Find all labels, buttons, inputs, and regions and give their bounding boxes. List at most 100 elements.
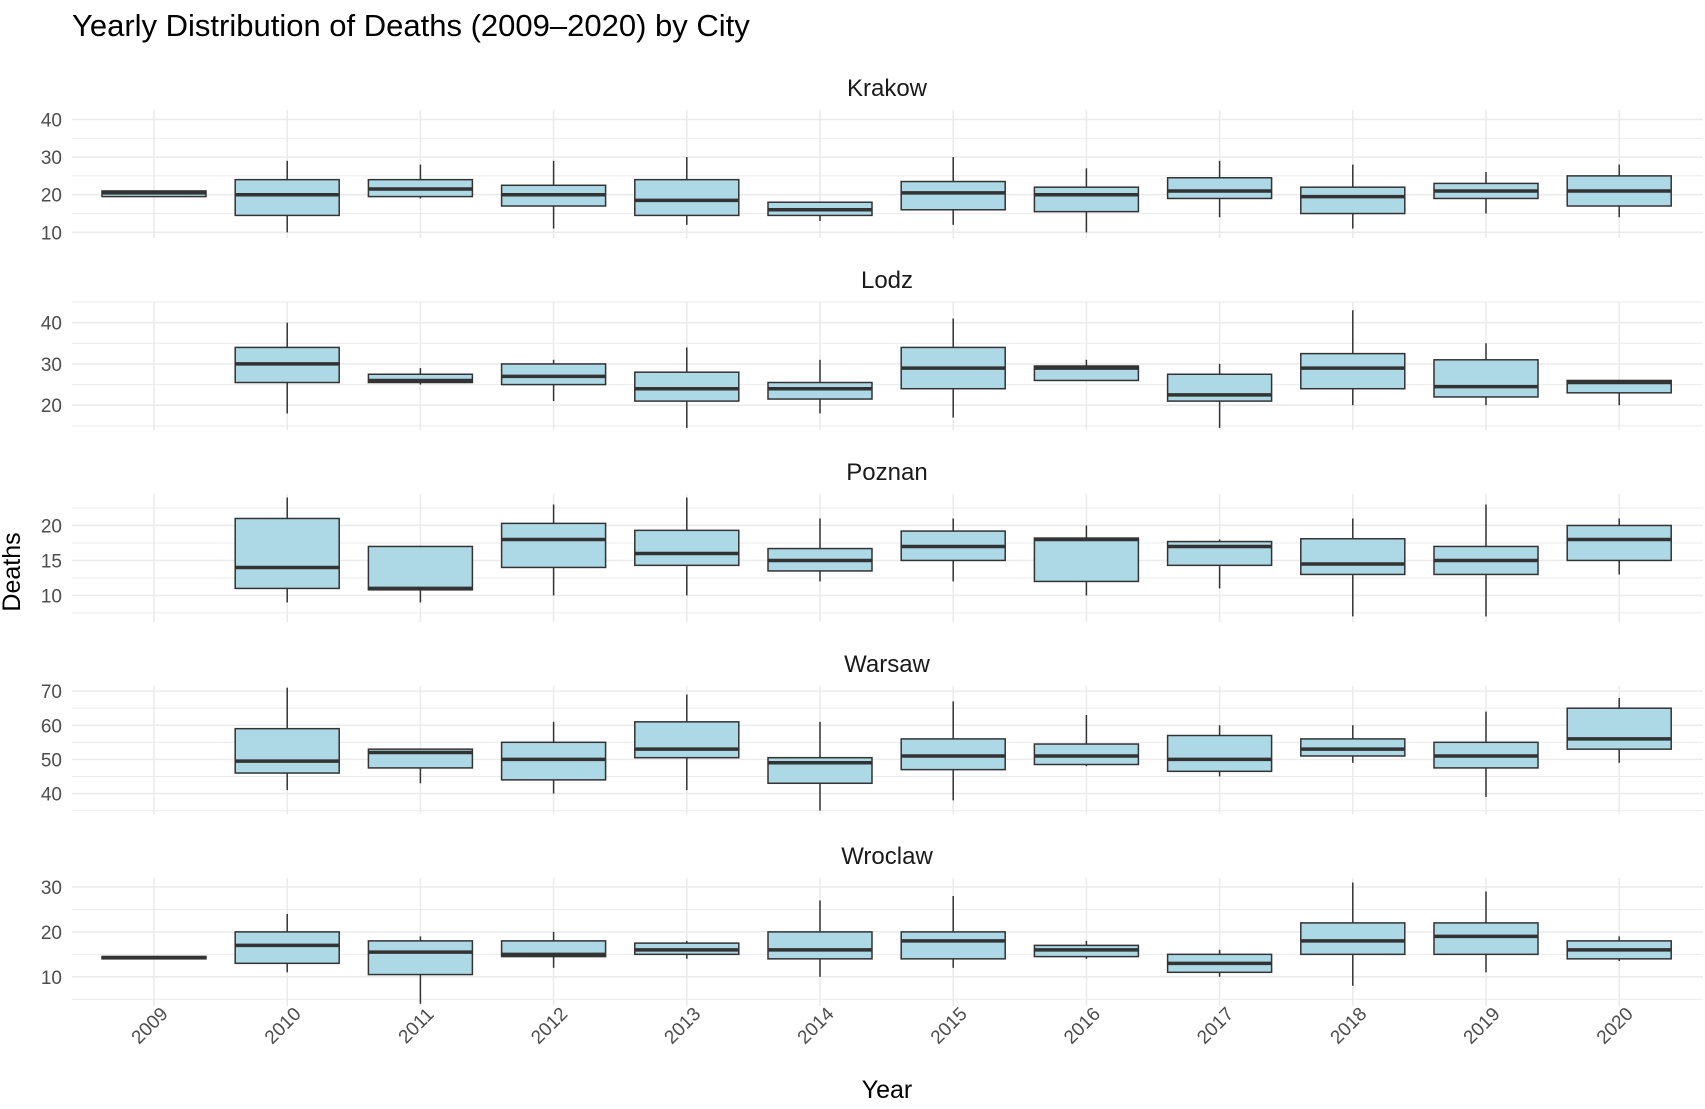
box-2020 xyxy=(1566,379,1672,406)
y-tick-label: 20 xyxy=(41,516,62,537)
box-2011 xyxy=(367,164,474,199)
box-2015 xyxy=(900,318,1006,418)
x-tick-label: 2019 xyxy=(1460,1004,1505,1049)
box-2013 xyxy=(634,497,740,596)
facet-panel-poznan: Poznan 10 15 20 xyxy=(41,459,1703,622)
y-tick-label: 40 xyxy=(41,110,62,131)
box-2014 xyxy=(767,900,873,977)
iqr-box xyxy=(1433,922,1539,956)
box-2016 xyxy=(1033,525,1140,596)
box-2016 xyxy=(1033,940,1140,959)
box-2010 xyxy=(234,160,340,233)
y-axis-title: Deaths xyxy=(0,532,26,611)
y-tick-label: 20 xyxy=(41,186,62,207)
iqr-box xyxy=(1566,707,1672,750)
box-2011 xyxy=(367,748,474,784)
y-tick-label: 10 xyxy=(41,223,62,244)
facet-panel-lodz: Lodz 20 30 40 xyxy=(41,267,1703,430)
iqr-box xyxy=(634,371,740,402)
box-2019 xyxy=(1433,711,1539,797)
x-tick-label: 2017 xyxy=(1193,1004,1238,1049)
box-2018 xyxy=(1300,310,1406,406)
facet-label: Warsaw xyxy=(844,651,930,678)
box-2015 xyxy=(900,895,1006,968)
iqr-box xyxy=(1300,922,1406,956)
box-2016 xyxy=(1033,715,1140,767)
box-2019 xyxy=(1433,504,1539,617)
iqr-box xyxy=(500,522,607,569)
box-2017 xyxy=(1166,725,1273,777)
iqr-box xyxy=(1166,373,1273,402)
y-tick-label: 40 xyxy=(41,785,62,806)
chart-title: Yearly Distribution of Deaths (2009–2020… xyxy=(72,8,750,43)
box-2015 xyxy=(900,518,1006,582)
x-tick-label: 2011 xyxy=(395,1004,439,1048)
iqr-box xyxy=(234,931,340,965)
iqr-box xyxy=(767,931,873,960)
iqr-box xyxy=(500,363,607,386)
iqr-box xyxy=(767,381,873,400)
box-2013 xyxy=(634,347,740,428)
box-2012 xyxy=(500,359,607,402)
box-2018 xyxy=(1300,518,1406,617)
iqr-box xyxy=(1300,352,1406,390)
box-2019 xyxy=(1433,172,1539,214)
box-2013 xyxy=(634,694,740,791)
y-tick-label: 30 xyxy=(41,148,62,169)
facet-label: Krakow xyxy=(847,75,928,102)
box-2012 xyxy=(500,931,607,968)
y-tick-label: 70 xyxy=(41,682,62,703)
box-2020 xyxy=(1566,518,1672,575)
y-tick-label: 15 xyxy=(41,551,62,572)
x-tick-label: 2014 xyxy=(794,1003,839,1048)
box-2017 xyxy=(1166,949,1273,977)
box-2010 xyxy=(234,497,340,603)
box-2016 xyxy=(1033,359,1140,382)
box-2014 xyxy=(767,201,873,222)
box-2018 xyxy=(1300,882,1406,986)
box-2019 xyxy=(1433,891,1539,973)
facet-label: Wroclaw xyxy=(841,843,933,870)
y-tick-label: 10 xyxy=(41,968,62,989)
box-2020 xyxy=(1566,164,1672,218)
iqr-box xyxy=(1300,186,1406,215)
facet-label: Poznan xyxy=(846,459,927,486)
x-tick-label: 2010 xyxy=(261,1004,306,1049)
iqr-box xyxy=(234,517,340,590)
iqr-box xyxy=(1433,359,1539,398)
box-2016 xyxy=(1033,168,1140,233)
box-2011 xyxy=(367,936,474,1004)
box-2011 xyxy=(367,368,474,385)
y-tick-label: 20 xyxy=(41,923,62,944)
iqr-box xyxy=(1166,734,1273,773)
y-tick-label: 10 xyxy=(41,586,62,607)
box-2019 xyxy=(1433,343,1539,406)
box-2014 xyxy=(767,721,873,811)
x-axis-title: Year xyxy=(862,1076,913,1104)
iqr-box xyxy=(1166,177,1273,200)
box-2020 xyxy=(1566,936,1672,962)
box-2014 xyxy=(767,359,873,414)
facet-panel-warsaw: Warsaw 40 50 60 70 xyxy=(41,651,1703,814)
x-tick-label: 2012 xyxy=(527,1004,572,1049)
iqr-box xyxy=(1566,524,1672,562)
facet-label: Lodz xyxy=(861,267,913,294)
y-tick-label: 50 xyxy=(41,750,62,771)
x-tick-label: 2016 xyxy=(1060,1004,1105,1049)
box-2015 xyxy=(900,701,1006,801)
x-tick-label: 2015 xyxy=(927,1004,972,1049)
facet-panel-krakow: Krakow 10 20 30 40 xyxy=(41,75,1703,244)
iqr-box xyxy=(234,727,340,774)
x-tick-labels: 2009 2010 2011 2012 2013 2014 2015 2016 2017 2018… xyxy=(128,1003,1638,1048)
box-2014 xyxy=(767,518,873,582)
box-2017 xyxy=(1166,363,1273,428)
box-2012 xyxy=(500,721,607,794)
iqr-box xyxy=(634,721,740,759)
x-tick-label: 2020 xyxy=(1593,1004,1638,1049)
iqr-box xyxy=(900,180,1006,211)
iqr-box xyxy=(367,545,474,591)
box-2010 xyxy=(234,687,340,791)
iqr-box xyxy=(1300,538,1406,576)
box-2013 xyxy=(634,940,740,959)
